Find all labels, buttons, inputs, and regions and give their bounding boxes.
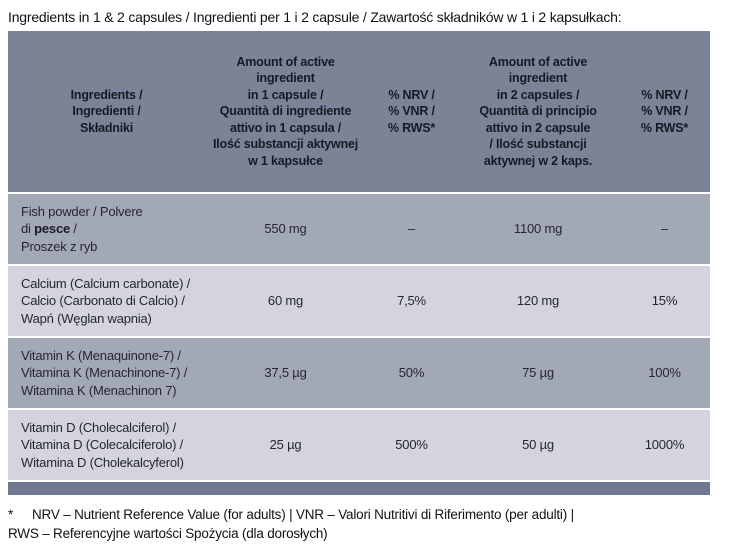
- footnote: * NRV – Nutrient Reference Value (for adu…: [8, 506, 714, 543]
- amount-2-capsules-value: 50 µg: [457, 410, 619, 480]
- amount-1-capsule-value: 60 mg: [205, 266, 366, 336]
- amount-2-capsules-value: 75 µg: [457, 338, 619, 408]
- ingredient-name-vitamin-d: Vitamin D (Cholecalciferol) / Vitamina D…: [8, 410, 205, 480]
- nrv-2-capsules-value: –: [619, 194, 710, 264]
- footnote-line-2: RWS – Referencyjne wartości Spożycia (dl…: [8, 525, 328, 541]
- amount-1-capsule-value: 550 mg: [205, 194, 366, 264]
- table-row-vitamin-d: Vitamin D (Cholecalciferol) / Vitamina D…: [8, 410, 710, 480]
- table-row-vitamin-k: Vitamin K (Menaquinone-7) / Vitamina K (…: [8, 338, 710, 408]
- amount-2-capsules-value: 1100 mg: [457, 194, 619, 264]
- footnote-line-1-text: NRV – Nutrient Reference Value (for adul…: [32, 507, 574, 522]
- ingredient-name-fish-powder: Fish powder / Polvere di pesce / Proszek…: [8, 194, 205, 264]
- table-row-fish-powder: Fish powder / Polvere di pesce / Proszek…: [8, 194, 710, 264]
- table-bottom-bar: [8, 482, 710, 495]
- footnote-line-1: * NRV – Nutrient Reference Value (for adu…: [8, 506, 714, 525]
- table-caption: Ingredients in 1 & 2 capsules / Ingredie…: [8, 9, 622, 25]
- ingredient-name-text: Fish powder / Polvere di: [21, 204, 143, 237]
- header-amount-2-capsules: Amount of active ingredient in 2 capsule…: [457, 31, 619, 192]
- ingredient-name-vitamin-k: Vitamin K (Menaquinone-7) / Vitamina K (…: [8, 338, 205, 408]
- header-row: Ingredients / Ingredienti / Składniki Am…: [8, 31, 710, 192]
- nrv-1-capsule-value: 7,5%: [366, 266, 457, 336]
- nrv-2-capsules-value: 100%: [619, 338, 710, 408]
- header-nrv-1-capsule: % NRV / % VNR / % RWS*: [366, 31, 457, 192]
- amount-1-capsule-value: 25 µg: [205, 410, 366, 480]
- ingredient-name-text: / Proszek z ryb: [21, 221, 98, 254]
- header-amount-1-capsule: Amount of active ingredient in 1 capsule…: [205, 31, 366, 192]
- nrv-1-capsule-value: 50%: [366, 338, 457, 408]
- footnote-asterisk: *: [8, 507, 14, 522]
- ingredient-name-bold: pesce: [34, 221, 71, 237]
- nrv-2-capsules-value: 1000%: [619, 410, 710, 480]
- nrv-1-capsule-value: 500%: [366, 410, 457, 480]
- nrv-2-capsules-value: 15%: [619, 266, 710, 336]
- table-row-calcium: Calcium (Calcium carbonate) / Calcio (Ca…: [8, 266, 710, 336]
- ingredients-table: Ingredients / Ingredienti / Składniki Am…: [8, 29, 710, 482]
- header-ingredients: Ingredients / Ingredienti / Składniki: [8, 31, 205, 192]
- header-nrv-2-capsules: % NRV / % VNR / % RWS*: [619, 31, 710, 192]
- nrv-1-capsule-value: –: [366, 194, 457, 264]
- ingredient-name-calcium: Calcium (Calcium carbonate) / Calcio (Ca…: [8, 266, 205, 336]
- amount-2-capsules-value: 120 mg: [457, 266, 619, 336]
- amount-1-capsule-value: 37,5 µg: [205, 338, 366, 408]
